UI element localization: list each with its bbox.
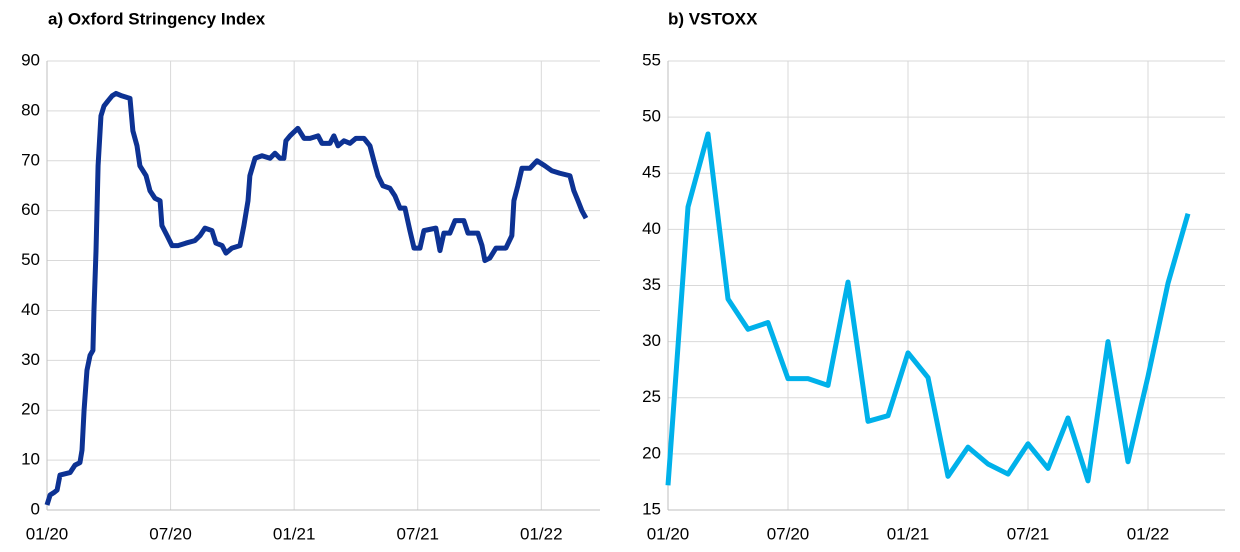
y-tick-label: 45 bbox=[642, 163, 661, 182]
y-tick-label: 50 bbox=[642, 107, 661, 126]
x-tick-label: 01/20 bbox=[647, 524, 690, 543]
y-tick-label: 20 bbox=[21, 400, 40, 419]
x-tick-label: 07/21 bbox=[1007, 524, 1050, 543]
x-tick-label: 01/21 bbox=[273, 524, 316, 543]
y-tick-label: 25 bbox=[642, 387, 661, 406]
y-tick-label: 30 bbox=[21, 350, 40, 369]
y-tick-label: 15 bbox=[642, 499, 661, 518]
chart-title: a) Oxford Stringency Index bbox=[48, 9, 266, 28]
data-line bbox=[665, 131, 1191, 486]
y-tick-label: 60 bbox=[21, 200, 40, 219]
y-tick-label: 35 bbox=[642, 275, 661, 294]
y-tick-label: 70 bbox=[21, 150, 40, 169]
y-tick-label: 30 bbox=[642, 331, 661, 350]
x-tick-label: 07/20 bbox=[149, 524, 192, 543]
y-tick-label: 55 bbox=[642, 50, 661, 69]
x-tick-label: 01/20 bbox=[26, 524, 69, 543]
x-tick-label: 01/22 bbox=[520, 524, 563, 543]
x-tick-label: 07/20 bbox=[767, 524, 810, 543]
y-tick-label: 0 bbox=[31, 499, 40, 518]
y-tick-label: 40 bbox=[21, 300, 40, 319]
x-tick-label: 01/21 bbox=[887, 524, 930, 543]
y-tick-label: 10 bbox=[21, 450, 40, 469]
y-tick-label: 80 bbox=[21, 100, 40, 119]
chart-title: b) VSTOXX bbox=[668, 9, 758, 28]
y-tick-label: 20 bbox=[642, 443, 661, 462]
y-tick-label: 90 bbox=[21, 50, 40, 69]
y-tick-label: 50 bbox=[21, 250, 40, 269]
x-tick-label: 01/22 bbox=[1127, 524, 1170, 543]
y-tick-label: 40 bbox=[642, 219, 661, 238]
data-line bbox=[44, 90, 589, 506]
x-tick-label: 07/21 bbox=[396, 524, 439, 543]
